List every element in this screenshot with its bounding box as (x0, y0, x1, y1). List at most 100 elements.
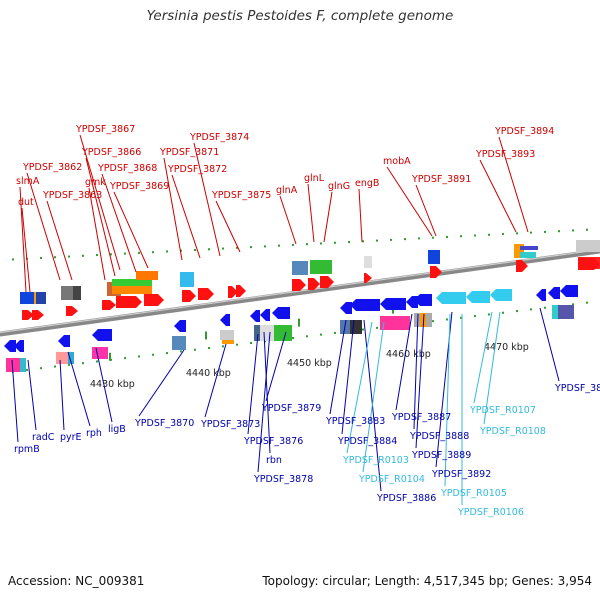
label-leader (46, 200, 73, 281)
feature-block (92, 347, 108, 359)
label-leader (479, 159, 517, 233)
reverse-gene-arrow (272, 307, 290, 319)
forward-track-dot (96, 254, 98, 257)
forward-track-dot (376, 239, 378, 242)
reverse-track-dot (26, 368, 28, 371)
label-leader (263, 331, 271, 454)
forward-gene-arrow (578, 258, 600, 270)
forward-gene-arrow (292, 279, 306, 291)
label-leader (163, 157, 183, 261)
forward-gene-label: YPDSF_3867 (75, 124, 135, 135)
label-leader (26, 172, 61, 281)
forward-track-dot (110, 253, 112, 256)
label-leader (386, 166, 433, 237)
forward-gene-label: mobA (383, 156, 411, 167)
label-leader (413, 313, 419, 430)
label-leader (307, 183, 315, 243)
label-leader (346, 321, 373, 454)
forward-track-dot (306, 243, 308, 246)
label-leader (215, 200, 241, 253)
forward-track-dot (446, 235, 448, 238)
rna-gene-label: YPDSF_R0103 (342, 455, 409, 466)
feature-block (112, 279, 152, 286)
feature-block (56, 352, 70, 364)
reverse-gene-arrow (560, 285, 578, 297)
accession-label: Accession: NC_009381 (8, 574, 145, 588)
forward-gene-label: YPDSF_3891 (411, 174, 471, 185)
reverse-track-dot (474, 315, 476, 318)
reverse-gene-label: rbn (266, 455, 282, 466)
forward-track-dot (138, 251, 140, 254)
label-leader (498, 136, 529, 233)
forward-track-dot (292, 243, 294, 246)
label-leader (88, 187, 106, 281)
feature-block (576, 240, 600, 252)
label-leader (395, 313, 413, 411)
forward-gene-label: YPDSF_3869 (109, 181, 169, 192)
feature-block (180, 272, 194, 287)
forward-track-dot (166, 250, 168, 253)
label-leader (67, 351, 91, 427)
forward-gene-arrow (228, 286, 238, 298)
forward-track-dot (488, 233, 490, 236)
reverse-gene-arrow (380, 298, 406, 310)
feature-block (36, 292, 46, 304)
genome-summary: Topology: circular; Length: 4,517,345 bp… (262, 574, 592, 588)
tick-label: 4440 kbp (186, 368, 231, 379)
feature-block (61, 286, 73, 300)
label-leader (329, 319, 347, 415)
reverse-track-dot (96, 360, 98, 363)
reverse-gene-label: ligB (108, 424, 126, 435)
feature-block (20, 292, 34, 304)
label-leader (11, 359, 19, 443)
reverse-track-dot (306, 335, 308, 338)
reverse-track-dot (572, 303, 574, 306)
forward-track-dot (180, 249, 182, 252)
reverse-gene-label: pyrE (60, 432, 82, 443)
reverse-track-dot (264, 340, 266, 343)
reverse-gene-label: YPDSF_3886 (376, 493, 436, 504)
feature-block (292, 261, 308, 275)
rna-gene-label: YPDSF_R0105 (440, 488, 507, 499)
feature-block (310, 260, 332, 274)
forward-track-dot (320, 242, 322, 245)
label-leader (279, 195, 297, 245)
reverse-gene-label: YPDSF_3870 (134, 418, 194, 429)
reverse-gene-arrow (14, 340, 24, 352)
reverse-gene-label: YPDSF_3876 (243, 436, 303, 447)
reverse-track-dot (502, 311, 504, 314)
reverse-gene-arrow (414, 294, 432, 306)
forward-gene-label: engB (355, 178, 379, 189)
forward-gene-arrow (320, 276, 334, 288)
feature-block (520, 246, 538, 250)
label-leader (204, 343, 227, 418)
reverse-gene-arrow (58, 335, 70, 347)
forward-track-dot (572, 229, 574, 232)
forward-gene-label: gmk (85, 177, 106, 188)
feature-block (172, 336, 186, 350)
forward-track-dot (404, 238, 406, 241)
forward-gene-label: YPDSF_3874 (189, 132, 249, 143)
forward-track-dot (40, 256, 42, 259)
label-leader (444, 313, 451, 487)
reverse-track-dot (152, 353, 154, 356)
reverse-gene-label: YPDSF_3878 (253, 474, 313, 485)
reverse-track-dot (82, 362, 84, 365)
rna-gene-label: YPDSF_R0107 (469, 405, 536, 416)
reverse-track-dot (54, 365, 56, 368)
reverse-track-dot (124, 357, 126, 360)
forward-track-dot (152, 251, 154, 254)
reverse-track-dot (236, 343, 238, 346)
label-leader (257, 331, 271, 473)
forward-gene-arrow (102, 300, 116, 310)
forward-track-dot (348, 241, 350, 244)
forward-track-dot (236, 246, 238, 249)
reverse-gene-arrow (174, 320, 186, 332)
label-leader (101, 173, 137, 273)
forward-gene-arrow (516, 260, 528, 272)
feature-block (112, 286, 152, 294)
forward-track-dot (362, 240, 364, 243)
reverse-track-dot (222, 345, 224, 348)
reverse-gene-arrow (548, 287, 560, 299)
